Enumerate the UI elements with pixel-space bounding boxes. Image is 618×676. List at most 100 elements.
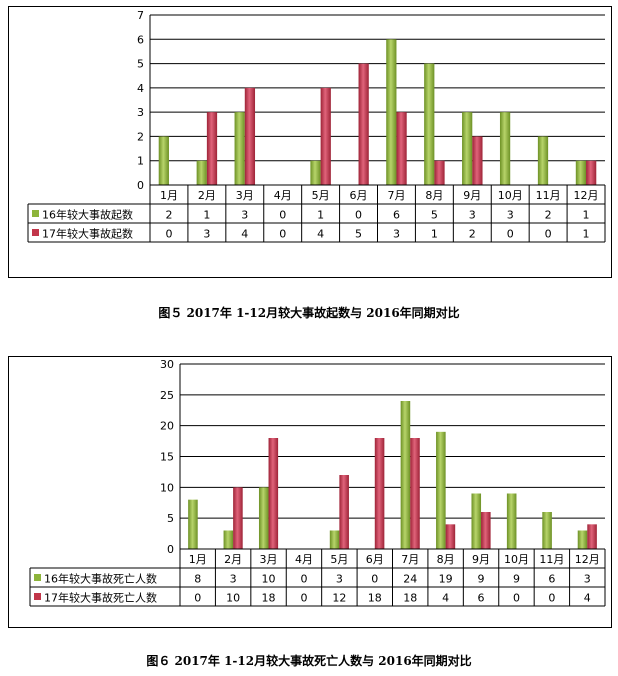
data-label: 10 [226, 592, 240, 605]
data-label: 5 [355, 228, 362, 241]
x-tick-label: 7月 [387, 189, 405, 202]
legend-key-2016 [34, 574, 41, 581]
y-tick-label: 25 [160, 389, 174, 402]
bar-2016 [575, 160, 587, 185]
bar-2016 [258, 487, 269, 549]
data-label: 0 [279, 228, 286, 241]
x-tick-label: 4月 [295, 553, 313, 566]
data-label: 3 [507, 209, 514, 222]
y-tick-label: 0 [167, 543, 174, 556]
data-label: 3 [203, 228, 210, 241]
data-label: 24 [403, 573, 417, 586]
y-tick-label: 5 [167, 512, 174, 525]
y-tick-label: 3 [137, 106, 144, 119]
data-label: 4 [584, 592, 591, 605]
data-label: 3 [393, 228, 400, 241]
x-tick-label: 12月 [575, 553, 600, 566]
x-tick-label: 6月 [366, 553, 384, 566]
bar-2016 [577, 530, 588, 549]
data-label: 0 [279, 209, 286, 222]
x-tick-label: 11月 [536, 189, 561, 202]
data-label: 1 [203, 209, 210, 222]
data-label: 0 [300, 573, 307, 586]
bar-2017 [587, 524, 597, 549]
data-label: 0 [371, 573, 378, 586]
data-label: 6 [393, 209, 400, 222]
bar-2017 [396, 112, 407, 185]
x-tick-label: 10月 [498, 189, 523, 202]
data-label: 1 [583, 228, 590, 241]
data-label: 2 [545, 209, 552, 222]
x-tick-label: 2月 [224, 553, 242, 566]
data-label: 0 [545, 228, 552, 241]
x-tick-label: 12月 [574, 189, 599, 202]
y-tick-label: 4 [137, 82, 144, 95]
x-tick-label: 10月 [504, 553, 529, 566]
x-tick-label: 1月 [189, 553, 207, 566]
bar-2017 [434, 160, 445, 185]
x-tick-label: 9月 [463, 189, 481, 202]
chart-1-frame [8, 6, 612, 278]
x-tick-label: 7月 [401, 553, 419, 566]
legend-key-2017 [34, 593, 41, 600]
data-label: 1 [583, 209, 590, 222]
data-label: 0 [300, 592, 307, 605]
bar-2016 [234, 112, 245, 185]
bar-2017 [244, 87, 256, 185]
y-tick-label: 0 [137, 179, 144, 192]
chart-1-accident-count: 0 1 2 3 4 5 6 7 1月 2月 3月 4月 5月 6月 7月 8月 9月 10月 11月 12月 16年较大… [27, 9, 606, 243]
bar-2016 [436, 431, 446, 549]
x-tick-label: 5月 [312, 189, 330, 202]
bar-2017 [358, 63, 369, 186]
bar-2017 [339, 475, 349, 549]
data-label: 4 [442, 592, 449, 605]
y-tick-label: 5 [137, 58, 144, 71]
data-label: 3 [584, 573, 591, 586]
bar-2016 [424, 63, 435, 186]
x-tick-label: 6月 [350, 189, 368, 202]
data-label: 0 [355, 209, 362, 222]
x-tick-label: 8月 [437, 553, 455, 566]
bar-2016 [506, 493, 517, 549]
bar-2016 [462, 112, 473, 185]
data-label: 1 [431, 228, 438, 241]
data-label: 3 [230, 573, 237, 586]
bar-2016 [400, 401, 411, 549]
data-label: 3 [241, 209, 248, 222]
bar-2016 [471, 493, 482, 549]
legend-label-2017: 17年较大事故死亡人数 [44, 591, 157, 605]
bar-2017 [481, 512, 491, 549]
data-label: 6 [548, 573, 555, 586]
data-label: 4 [317, 228, 324, 241]
bar-2017 [320, 87, 331, 185]
bar-2016 [158, 136, 169, 185]
x-tick-label: 2月 [198, 189, 216, 202]
chart-1-caption: 图５ 2017年 1-12月较大事故起数与 2016年同期对比 [158, 306, 460, 320]
bar-2016 [499, 112, 511, 185]
data-label: 18 [262, 592, 276, 605]
x-tick-label: 9月 [472, 553, 490, 566]
legend-label-2016: 16年较大事故起数 [42, 208, 133, 222]
bar-2016 [223, 530, 234, 549]
x-tick-label: 1月 [160, 189, 178, 202]
bar-2016 [196, 160, 207, 185]
bar-2016 [188, 499, 198, 549]
legend-label-2016: 16年较大事故死亡人数 [44, 572, 157, 586]
data-label: 19 [439, 573, 453, 586]
y-tick-label: 15 [160, 451, 174, 464]
bar-2017 [410, 438, 420, 549]
bar-2017 [268, 438, 279, 549]
bar-2017 [206, 112, 218, 185]
x-tick-label: 3月 [236, 189, 254, 202]
data-label: 2 [469, 228, 476, 241]
y-tick-label: 1 [137, 155, 144, 168]
bar-2017 [374, 438, 385, 549]
data-label: 2 [165, 209, 172, 222]
data-label: 3 [336, 573, 343, 586]
data-label: 8 [194, 573, 201, 586]
data-label: 1 [317, 209, 324, 222]
y-tick-label: 30 [160, 358, 174, 371]
data-label: 9 [513, 573, 520, 586]
bar-2016 [310, 160, 321, 185]
